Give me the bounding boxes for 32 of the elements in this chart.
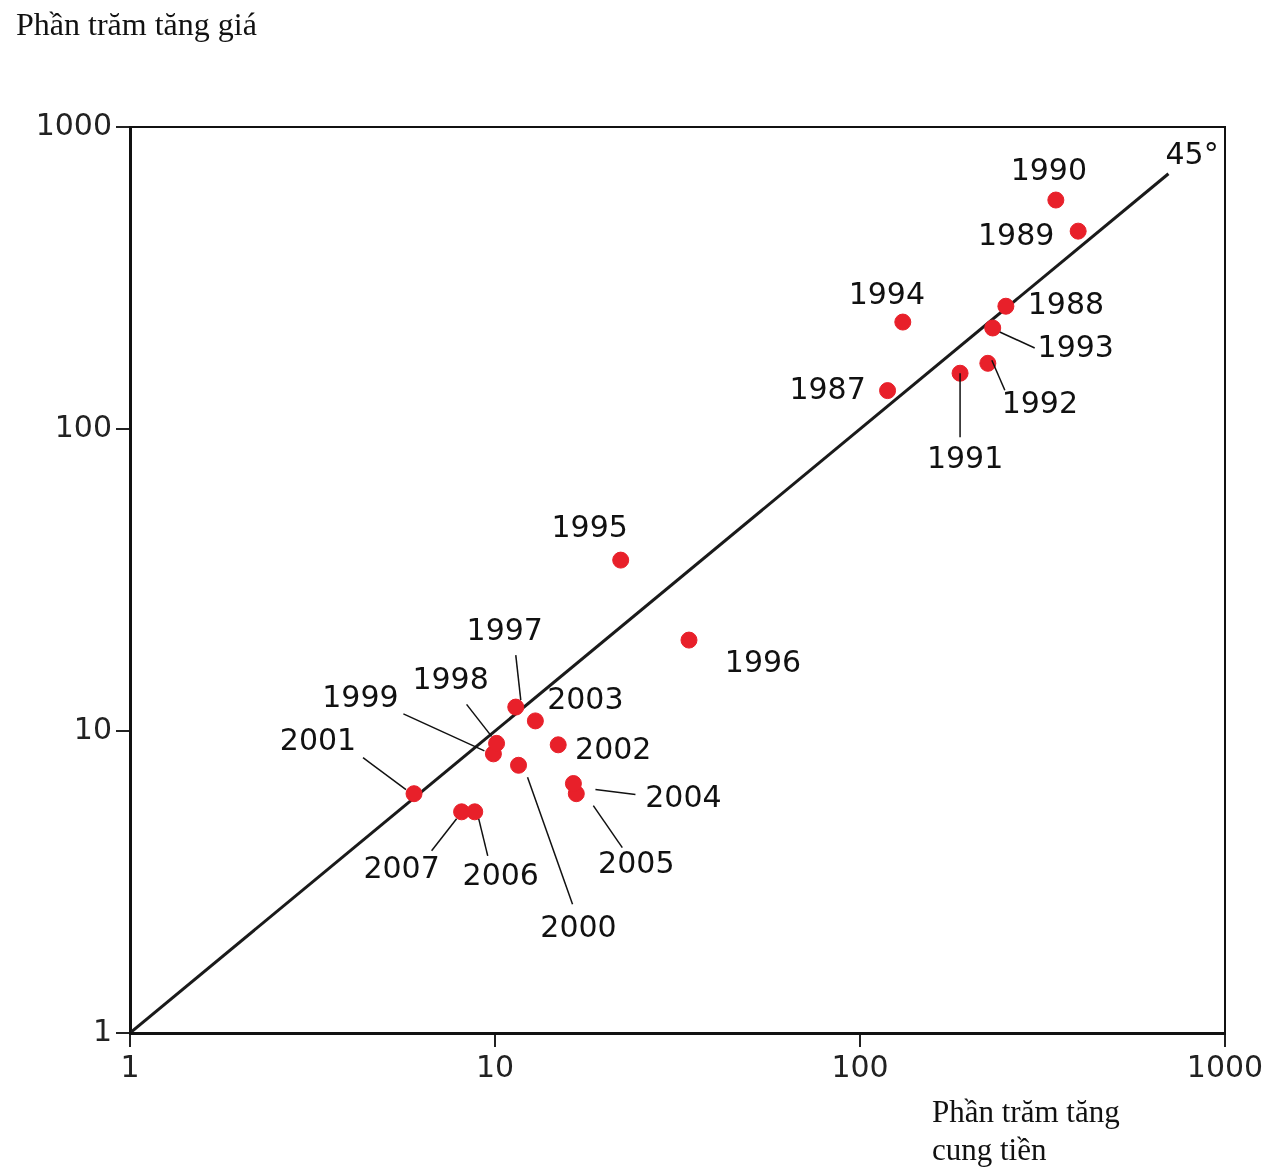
series-label: 2003 [547, 680, 624, 716]
y-axis-title: Phần trăm tăng giá [16, 6, 257, 43]
series-label: 1996 [724, 643, 802, 679]
series-label: 1987 [789, 371, 866, 407]
series-label: 1988 [1027, 286, 1105, 322]
series-label: 1997 [466, 611, 543, 647]
series-label: 1992 [1001, 385, 1079, 421]
x-tick-label: 1 [120, 1048, 140, 1084]
text: 2000 [540, 909, 617, 945]
y-tick-label: 10 [73, 710, 112, 746]
text: 1999 [322, 678, 399, 714]
x-tick-label: 1000 [1186, 1048, 1264, 1084]
series-label: 1998 [412, 661, 489, 697]
text: 2001 [279, 722, 357, 758]
x-axis-title: Phần trăm tăng cung tiền [932, 1093, 1121, 1169]
series-label: 2007 [363, 849, 440, 885]
series-label: 1993 [1037, 328, 1114, 364]
text: 2004 [645, 779, 722, 815]
series-label: 1990 [1010, 151, 1088, 187]
series-label: 2005 [598, 845, 675, 881]
y-tick-label: 1 [92, 1012, 112, 1048]
text: 1991 [926, 440, 1004, 476]
annotation: 45° [1165, 135, 1219, 171]
series-label: 1994 [848, 275, 925, 311]
series-label: 1989 [977, 216, 1055, 252]
y-tick-label: 1000 [35, 106, 112, 142]
x-tick-label: 10 [475, 1048, 515, 1084]
y-tick-label: 100 [54, 408, 112, 444]
series-label: 2002 [575, 730, 652, 766]
series-label: 2006 [462, 856, 539, 892]
x-tick-label: 100 [831, 1048, 889, 1084]
series-label: 1995 [551, 508, 628, 544]
